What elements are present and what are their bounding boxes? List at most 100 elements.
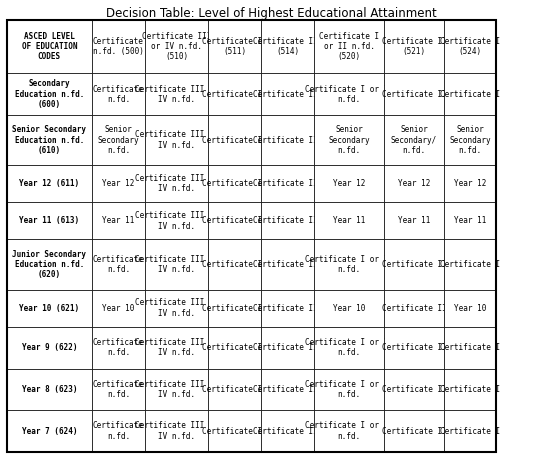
Bar <box>7 240 92 289</box>
Bar <box>209 327 261 369</box>
Bar <box>92 115 145 165</box>
Bar <box>145 327 209 369</box>
Bar <box>209 20 261 73</box>
Text: Certificate III: Certificate III <box>253 179 322 188</box>
Text: ASCED LEVEL
OF EDUCATION
CODES: ASCED LEVEL OF EDUCATION CODES <box>22 32 77 61</box>
Bar <box>145 202 209 240</box>
Bar <box>92 289 145 327</box>
Text: Certificate III or
IV n.fd.: Certificate III or IV n.fd. <box>135 338 218 357</box>
Bar <box>145 115 209 165</box>
Text: Certificate IV: Certificate IV <box>203 90 267 99</box>
Text: Certificate III: Certificate III <box>253 343 322 352</box>
Bar <box>209 240 261 289</box>
Bar <box>145 289 209 327</box>
Bar <box>384 20 443 73</box>
Text: Year 8 (623): Year 8 (623) <box>22 385 77 394</box>
Bar <box>145 165 209 202</box>
Text: Certificate III or
IV n.fd.: Certificate III or IV n.fd. <box>135 380 218 399</box>
Text: Certificate I: Certificate I <box>440 343 500 352</box>
Text: Year 10: Year 10 <box>454 304 486 313</box>
Bar <box>443 20 496 73</box>
Text: Certificate
n.fd.: Certificate n.fd. <box>93 338 144 357</box>
Text: Certificate I: Certificate I <box>440 427 500 436</box>
Bar <box>145 73 209 115</box>
Text: Certificate I or II
n.fd.: Certificate I or II n.fd. <box>305 380 393 399</box>
Bar <box>314 410 384 452</box>
Bar <box>443 289 496 327</box>
Text: Certificate I: Certificate I <box>440 90 500 99</box>
Text: Certificate
n.fd.: Certificate n.fd. <box>93 84 144 104</box>
Bar <box>443 73 496 115</box>
Text: Certificate II: Certificate II <box>382 90 446 99</box>
Text: Year 9 (622): Year 9 (622) <box>22 343 77 352</box>
Text: Certificate IV: Certificate IV <box>203 385 267 394</box>
Bar <box>7 20 92 73</box>
Text: Year 11: Year 11 <box>454 217 486 225</box>
Text: Certificate III or
IV n.fd.: Certificate III or IV n.fd. <box>135 211 218 231</box>
Bar <box>384 240 443 289</box>
Bar <box>92 20 145 73</box>
Bar <box>443 202 496 240</box>
Text: Senior
Secondary
n.fd.: Senior Secondary n.fd. <box>98 125 139 155</box>
Bar <box>384 165 443 202</box>
Bar <box>384 369 443 410</box>
Bar <box>384 115 443 165</box>
Bar <box>384 202 443 240</box>
Bar <box>314 202 384 240</box>
Bar <box>261 165 314 202</box>
Text: Certificate III: Certificate III <box>253 304 322 313</box>
Text: Secondary
Education n.fd.
(600): Secondary Education n.fd. (600) <box>15 79 84 109</box>
Bar <box>7 369 92 410</box>
Bar <box>261 20 314 73</box>
Text: Certificate IV
(511): Certificate IV (511) <box>203 37 267 56</box>
Text: Certificate III: Certificate III <box>253 136 322 145</box>
Text: Certificate IV: Certificate IV <box>203 179 267 188</box>
Text: Certificate II: Certificate II <box>382 260 446 269</box>
Bar <box>7 289 92 327</box>
Text: Certificate II: Certificate II <box>382 385 446 394</box>
Text: Certificate III
(514): Certificate III (514) <box>253 37 322 56</box>
Bar <box>261 115 314 165</box>
Bar <box>145 240 209 289</box>
Bar <box>209 202 261 240</box>
Text: Year 11 (613): Year 11 (613) <box>20 217 80 225</box>
Text: Certificate
n.fd.: Certificate n.fd. <box>93 380 144 399</box>
Text: Certificate IV: Certificate IV <box>203 427 267 436</box>
Text: Certificate III or
IV n.fd.: Certificate III or IV n.fd. <box>135 255 218 274</box>
Bar <box>92 240 145 289</box>
Text: Certificate III or
IV n.fd.: Certificate III or IV n.fd. <box>135 421 218 441</box>
Text: Certificate III: Certificate III <box>253 217 322 225</box>
Bar <box>7 165 92 202</box>
Bar <box>443 327 496 369</box>
Bar <box>384 327 443 369</box>
Bar <box>261 410 314 452</box>
Text: Certificate I or II
n.fd.: Certificate I or II n.fd. <box>305 421 393 441</box>
Text: Certificate II: Certificate II <box>382 304 446 313</box>
Bar <box>145 20 209 73</box>
Bar <box>261 369 314 410</box>
Bar <box>145 410 209 452</box>
Bar <box>7 202 92 240</box>
Text: Certificate II
(521): Certificate II (521) <box>382 37 446 56</box>
Text: Year 12: Year 12 <box>102 179 134 188</box>
Bar <box>384 410 443 452</box>
Text: Certificate IV: Certificate IV <box>203 217 267 225</box>
Text: Certificate
n.fd.: Certificate n.fd. <box>93 255 144 274</box>
Text: Senior
Secondary
n.fd.: Senior Secondary n.fd. <box>328 125 370 155</box>
Bar <box>314 240 384 289</box>
Bar <box>443 240 496 289</box>
Bar <box>209 410 261 452</box>
Text: Certificate IV: Certificate IV <box>203 304 267 313</box>
Bar <box>314 369 384 410</box>
Bar <box>7 73 92 115</box>
Bar <box>314 327 384 369</box>
Bar <box>7 327 92 369</box>
Text: Certificate III or
IV n.fd.: Certificate III or IV n.fd. <box>135 131 218 150</box>
Bar <box>209 165 261 202</box>
Bar <box>261 327 314 369</box>
Text: Year 10: Year 10 <box>333 304 365 313</box>
Text: Certificate III: Certificate III <box>253 90 322 99</box>
Text: Certificate I: Certificate I <box>440 385 500 394</box>
Text: Year 12 (611): Year 12 (611) <box>20 179 80 188</box>
Bar <box>261 240 314 289</box>
